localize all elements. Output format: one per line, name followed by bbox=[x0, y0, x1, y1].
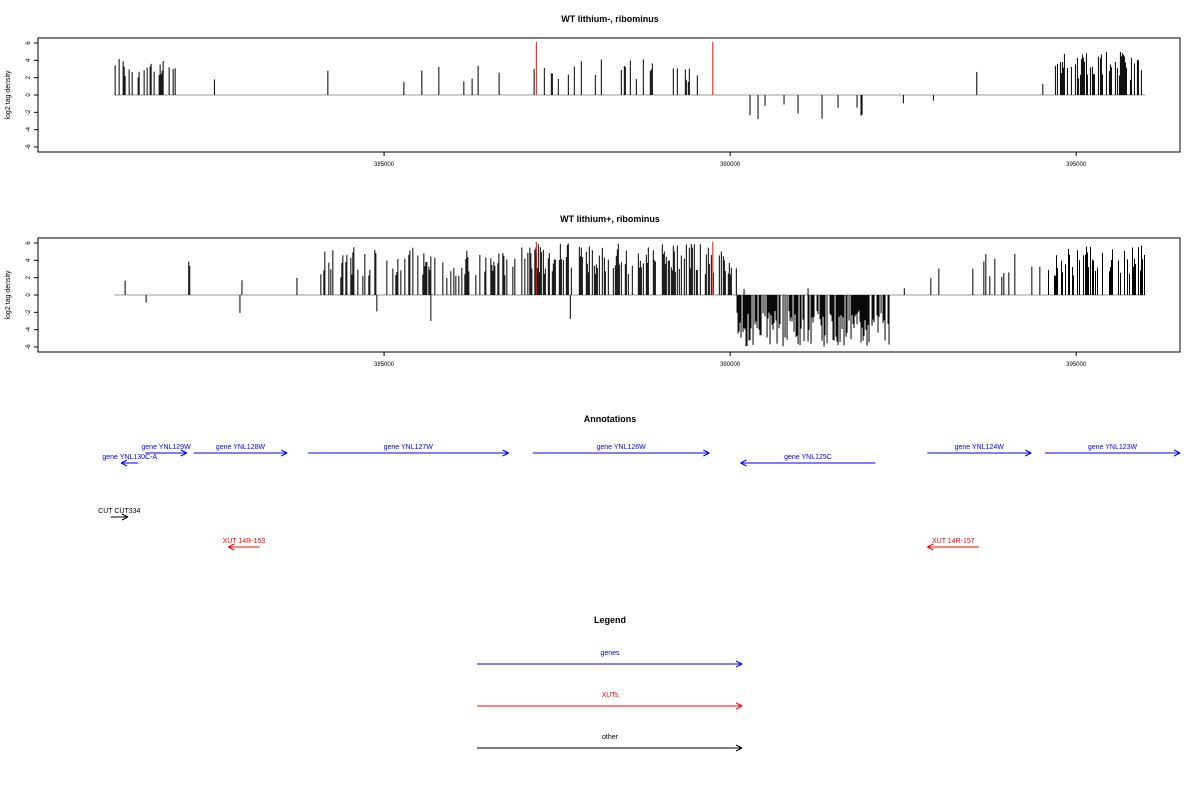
legend-item: other bbox=[477, 734, 743, 752]
legend-label: other bbox=[602, 734, 619, 741]
y-tick-label: 6 bbox=[26, 41, 32, 45]
y-tick-label: 2 bbox=[26, 275, 32, 279]
y-tick-label: 0 bbox=[26, 93, 32, 97]
annotations-title: Annotations bbox=[584, 414, 637, 424]
markers bbox=[535, 242, 714, 295]
bars bbox=[114, 51, 1142, 120]
legend-label: XUTs bbox=[602, 692, 619, 699]
feature-label: gene YNL130C-A bbox=[102, 454, 157, 461]
legend-item: genes bbox=[477, 650, 743, 668]
legend-items: genes XUTs other bbox=[477, 650, 743, 752]
track-panel-lithium-plus: WT lithium+, ribominus log2 tag density … bbox=[5, 214, 1181, 368]
y-axis: -6 -4 -2 0 2 4 6 bbox=[26, 241, 38, 350]
legend: Legend genes XUTs other bbox=[477, 615, 743, 752]
x-axis: 385000 390000 395000 bbox=[374, 352, 1087, 368]
feature-xut: XUT 14R-153 bbox=[223, 538, 266, 551]
markers bbox=[535, 42, 714, 95]
feature-label: gene YNL123W bbox=[1088, 444, 1138, 451]
x-tick-label: 395000 bbox=[1066, 162, 1087, 168]
y-tick-label: 2 bbox=[26, 75, 32, 79]
feature-gene: gene YNL127W bbox=[307, 444, 509, 457]
feature-gene: gene YNL123W bbox=[1045, 444, 1181, 457]
feature-xut: XUT 14R-157 bbox=[927, 538, 980, 551]
track-panel-lithium-minus: WT lithium-, ribominus log2 tag density … bbox=[5, 14, 1181, 168]
feature-gene: gene YNL128W bbox=[193, 444, 288, 457]
y-tick-label: -6 bbox=[26, 344, 32, 350]
y-tick-label: -2 bbox=[26, 309, 32, 315]
feature-label: CUT CUT334 bbox=[98, 508, 140, 515]
y-tick-label: -4 bbox=[26, 326, 32, 332]
y-tick-label: 4 bbox=[26, 58, 32, 62]
feature-gene: gene YNL124W bbox=[927, 444, 1032, 457]
feature-label: gene YNL125C bbox=[784, 454, 832, 461]
y-axis-label: log2 tag density bbox=[5, 70, 12, 120]
x-tick-label: 390000 bbox=[720, 362, 741, 368]
x-tick-label: 385000 bbox=[374, 162, 395, 168]
track-title: WT lithium-, ribominus bbox=[561, 14, 659, 24]
y-tick-label: 0 bbox=[26, 293, 32, 297]
legend-label: genes bbox=[600, 650, 620, 657]
feature-label: XUT 14R-153 bbox=[223, 538, 266, 545]
x-tick-label: 390000 bbox=[720, 162, 741, 168]
y-tick-label: -2 bbox=[26, 109, 32, 115]
y-axis-label: log2 tag density bbox=[5, 270, 12, 320]
feature-label: gene YNL126W bbox=[596, 444, 646, 451]
y-tick-label: -6 bbox=[26, 144, 32, 150]
legend-item: XUTs bbox=[477, 692, 743, 710]
feature-gene: gene YNL129W bbox=[141, 444, 191, 457]
feature-gene: gene YNL125C bbox=[740, 454, 876, 467]
feature-gene: gene YNL126W bbox=[532, 444, 710, 457]
x-axis: 385000 390000 395000 bbox=[374, 152, 1087, 168]
x-tick-label: 395000 bbox=[1066, 362, 1087, 368]
feature-label: gene YNL124W bbox=[955, 444, 1005, 451]
y-tick-label: 4 bbox=[26, 258, 32, 262]
features: gene YNL130C-A gene YNL129W gene YNL128W ge… bbox=[98, 444, 1181, 551]
feature-label: XUT 14R-157 bbox=[932, 538, 975, 545]
feature-label: gene YNL129W bbox=[141, 444, 191, 451]
y-tick-label: -4 bbox=[26, 126, 32, 132]
bars bbox=[124, 243, 1145, 347]
feature-label: gene YNL127W bbox=[384, 444, 434, 451]
x-tick-label: 385000 bbox=[374, 362, 395, 368]
feature-other: CUT CUT334 bbox=[98, 508, 141, 521]
y-axis: -6 -4 -2 0 2 4 6 bbox=[26, 41, 38, 150]
feature-label: gene YNL128W bbox=[216, 444, 266, 451]
track-title: WT lithium+, ribominus bbox=[560, 214, 660, 224]
legend-title: Legend bbox=[594, 615, 626, 625]
feature-gene: gene YNL130C-A bbox=[102, 454, 157, 467]
y-tick-label: 6 bbox=[26, 241, 32, 245]
